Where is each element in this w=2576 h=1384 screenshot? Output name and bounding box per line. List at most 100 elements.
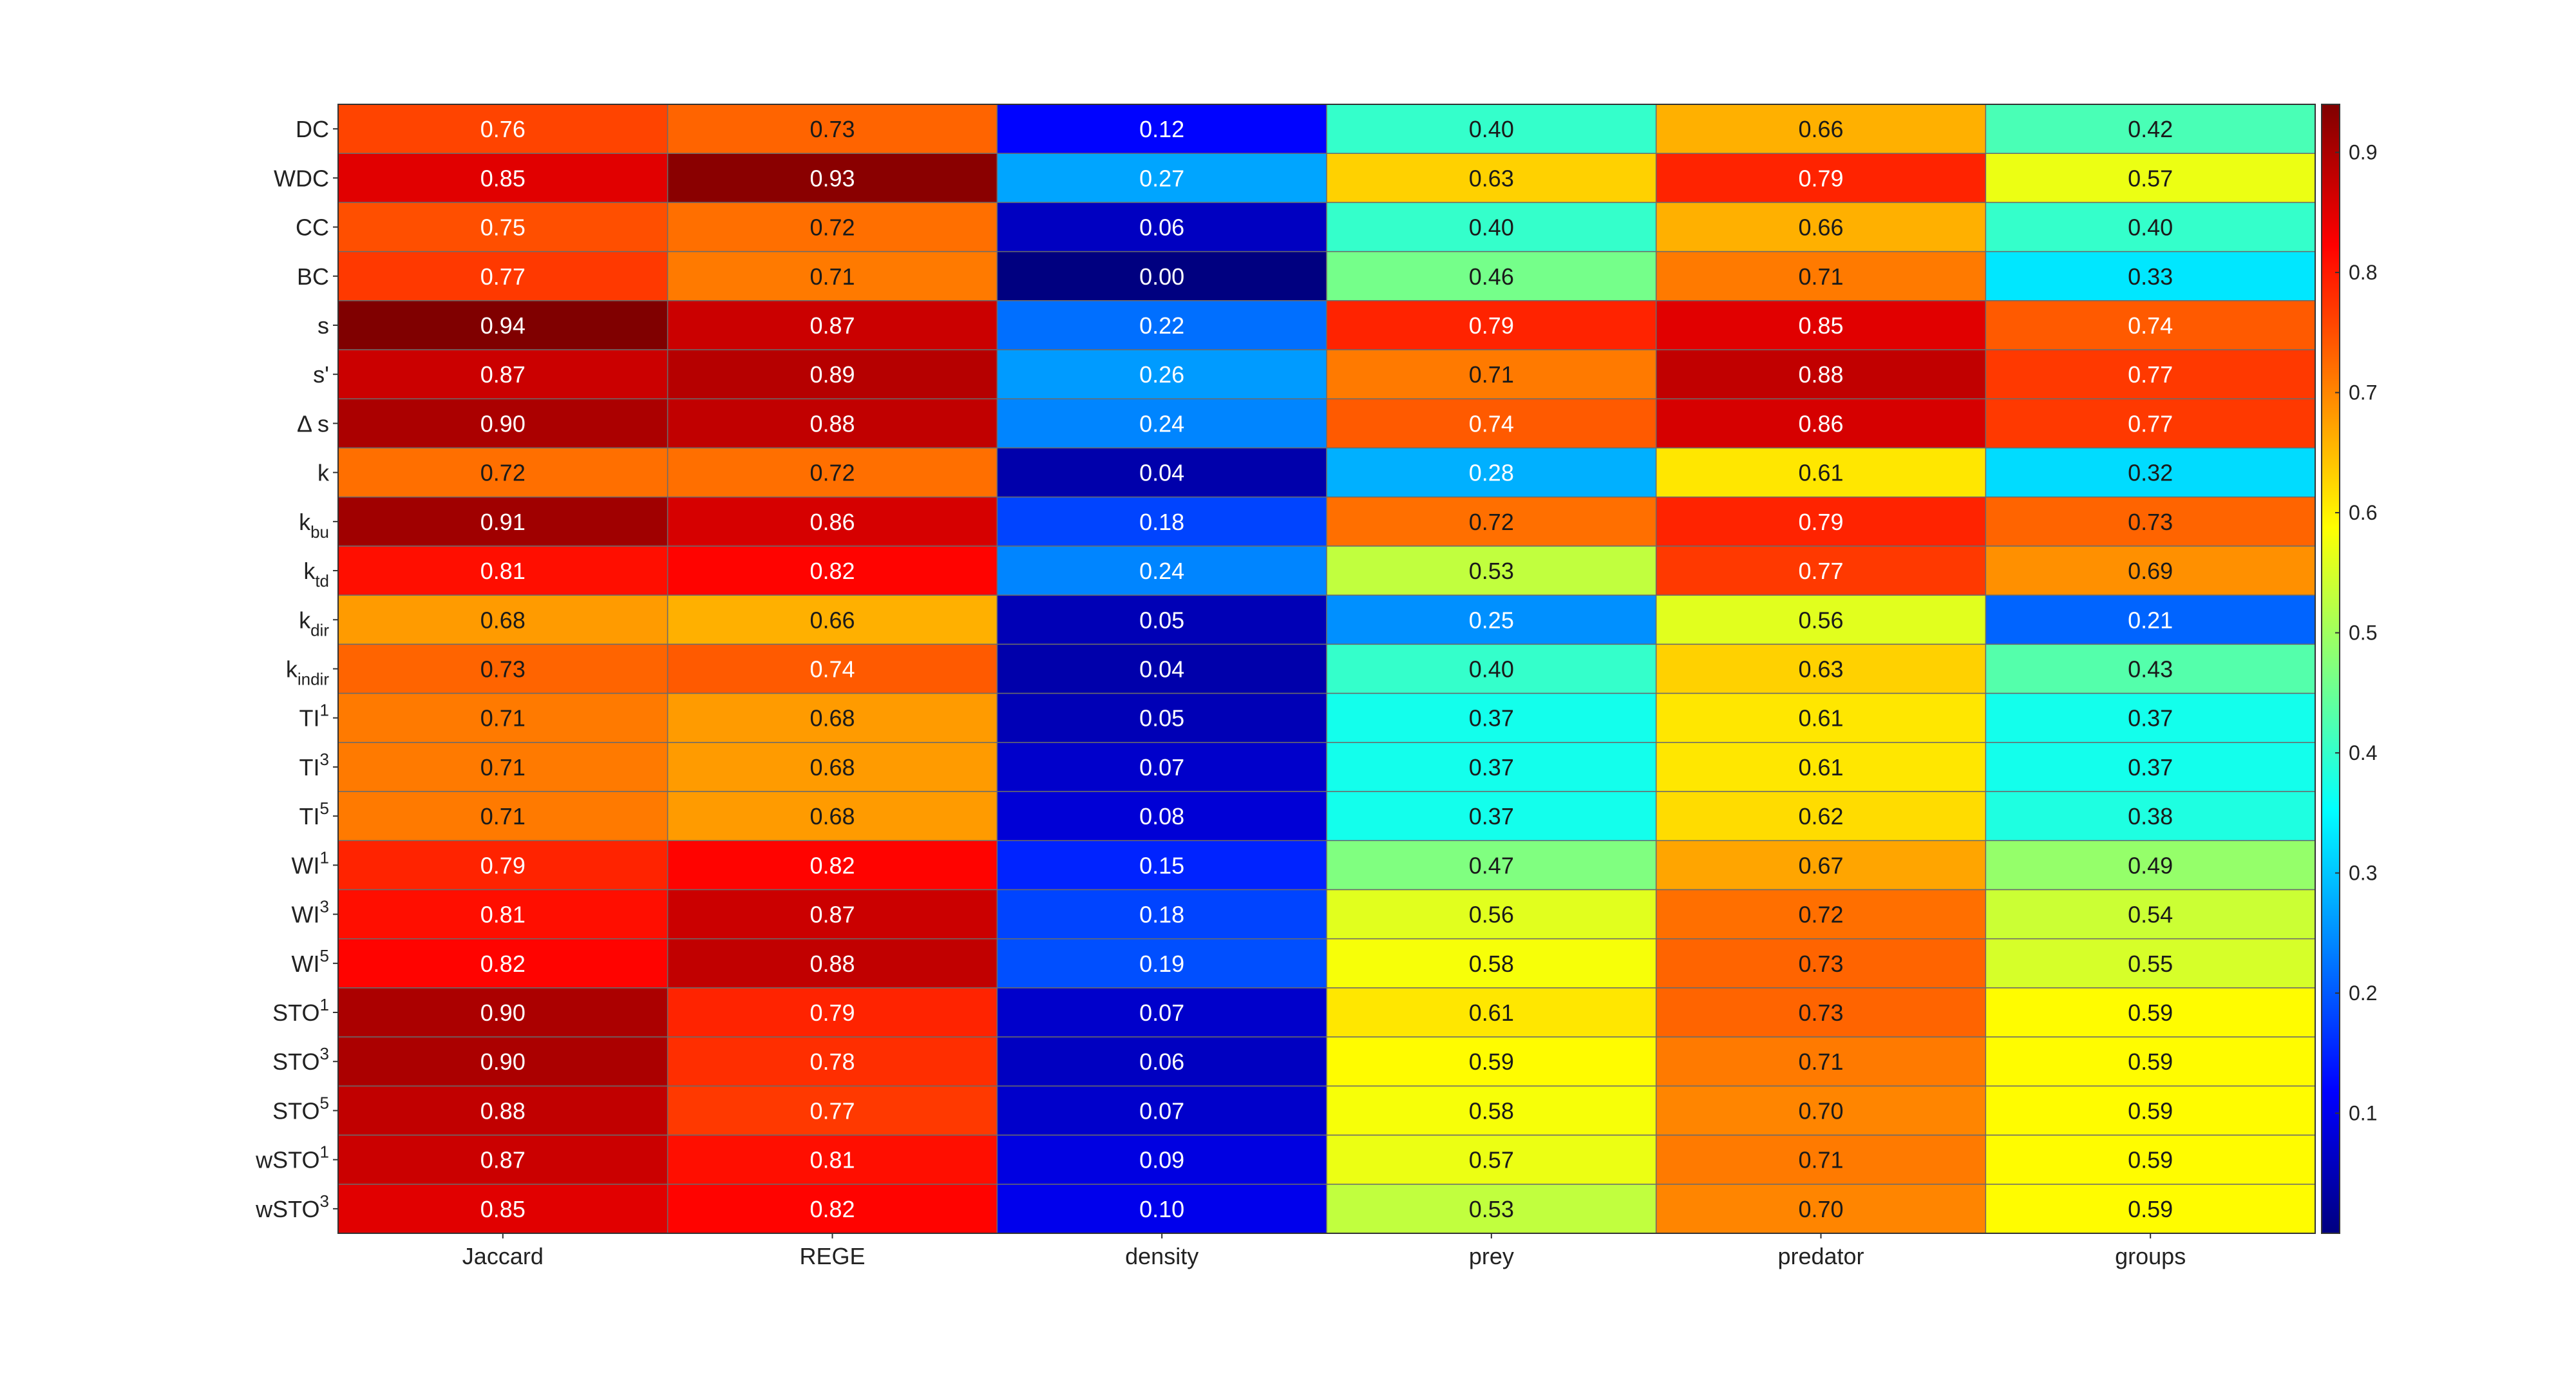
row-tick-label: s bbox=[317, 312, 329, 339]
row-tick-label: BC bbox=[297, 263, 329, 290]
cell-value-label: 0.76 bbox=[480, 116, 526, 142]
cell-value-label: 0.71 bbox=[1469, 361, 1514, 388]
heatmap-cell bbox=[337, 104, 668, 154]
heatmap-cell bbox=[337, 889, 668, 940]
cell-value-label: 0.66 bbox=[810, 607, 855, 633]
heatmap-cell bbox=[1326, 643, 1657, 694]
heatmap-cell bbox=[1655, 1036, 1987, 1087]
row-tick-label-base: STO bbox=[272, 1097, 319, 1124]
cell-value-label: 0.69 bbox=[2128, 558, 2173, 584]
cell-value-label: 0.78 bbox=[810, 1048, 855, 1075]
heatmap-cell bbox=[1326, 1036, 1657, 1087]
heatmap-cell bbox=[1985, 545, 2316, 596]
cell-value-label: 0.06 bbox=[1139, 1048, 1184, 1075]
heatmap-cell bbox=[996, 692, 1327, 743]
cell-value-label: 0.53 bbox=[1469, 558, 1514, 584]
row-tick-label: wSTO1 bbox=[255, 1142, 329, 1173]
cell-value-label: 0.08 bbox=[1139, 803, 1184, 829]
row-tick-label-base: TI bbox=[299, 754, 320, 781]
row-tick-label-superscript: 1 bbox=[320, 995, 329, 1014]
row-tick-label-superscript: 1 bbox=[320, 848, 329, 867]
cell-value-label: 0.56 bbox=[1469, 902, 1514, 928]
cell-value-label: 0.07 bbox=[1139, 1097, 1184, 1124]
cell-value-label: 0.88 bbox=[810, 951, 855, 977]
row-tick-label: WI1 bbox=[292, 848, 329, 878]
heatmap-cell bbox=[1655, 349, 1987, 400]
cell-value-label: 0.24 bbox=[1139, 558, 1184, 584]
heatmap-cell bbox=[1985, 594, 2316, 645]
heatmap-cell bbox=[996, 1085, 1327, 1136]
cell-value-label: 0.32 bbox=[2128, 460, 2173, 486]
cell-value-label: 0.42 bbox=[2128, 116, 2173, 142]
cell-value-label: 0.58 bbox=[1469, 1097, 1514, 1124]
heatmap-cell bbox=[996, 251, 1327, 301]
cell-value-label: 0.93 bbox=[810, 165, 855, 191]
cell-value-label: 0.74 bbox=[2128, 312, 2173, 339]
heatmap-cell bbox=[1655, 496, 1987, 547]
row-tick-label: s' bbox=[313, 361, 329, 388]
heatmap-cell bbox=[337, 300, 668, 350]
cell-value-label: 0.63 bbox=[1798, 656, 1843, 683]
cell-value-label: 0.27 bbox=[1139, 165, 1184, 191]
cell-value-label: 0.37 bbox=[2128, 754, 2173, 781]
cell-value-label: 0.70 bbox=[1798, 1097, 1843, 1124]
cell-value-label: 0.63 bbox=[1469, 165, 1514, 191]
heatmap-cell bbox=[1985, 496, 2316, 547]
cell-value-label: 0.90 bbox=[480, 1000, 526, 1026]
cell-value-label: 0.40 bbox=[1469, 214, 1514, 241]
heatmap-cell bbox=[996, 153, 1327, 204]
row-tick-label: DC bbox=[296, 116, 329, 142]
cell-value-label: 0.71 bbox=[1798, 1048, 1843, 1075]
row-tick-label-base: s' bbox=[313, 361, 329, 388]
cell-value-label: 0.56 bbox=[1798, 607, 1843, 633]
cell-value-label: 0.09 bbox=[1139, 1147, 1184, 1173]
row-tick-label: k bbox=[317, 460, 330, 486]
cell-value-label: 0.38 bbox=[2128, 803, 2173, 829]
cell-value-label: 0.82 bbox=[480, 951, 526, 977]
heatmap-cell bbox=[337, 1036, 668, 1087]
cell-value-label: 0.73 bbox=[810, 116, 855, 142]
cell-value-label: 0.66 bbox=[1798, 214, 1843, 241]
heatmap-cell bbox=[337, 643, 668, 694]
cell-value-label: 0.43 bbox=[2128, 656, 2173, 683]
row-tick-label-subscript: td bbox=[315, 571, 329, 591]
cell-value-label: 0.46 bbox=[1469, 263, 1514, 290]
cell-value-label: 0.88 bbox=[1798, 361, 1843, 388]
cell-value-label: 0.59 bbox=[2128, 1097, 2173, 1124]
cell-value-label: 0.04 bbox=[1139, 460, 1184, 486]
heatmap-cell bbox=[337, 447, 668, 498]
heatmap-cell bbox=[996, 1184, 1327, 1234]
cell-value-label: 0.77 bbox=[1798, 558, 1843, 584]
heatmap-cell bbox=[996, 643, 1327, 694]
heatmap-cell bbox=[1985, 742, 2316, 792]
cell-value-label: 0.74 bbox=[1469, 410, 1514, 437]
cell-value-label: 0.22 bbox=[1139, 312, 1184, 339]
cell-value-label: 0.21 bbox=[2128, 607, 2173, 633]
cell-value-label: 0.77 bbox=[2128, 410, 2173, 437]
heatmap-cell bbox=[667, 791, 998, 842]
heatmap-cell bbox=[1326, 840, 1657, 891]
cell-value-label: 0.68 bbox=[810, 705, 855, 732]
colorbar-tick-label: 0.4 bbox=[2349, 741, 2377, 764]
row-tick-label: TI5 bbox=[299, 799, 329, 829]
row-tick-label-superscript: 3 bbox=[320, 897, 329, 916]
heatmap-cell bbox=[1655, 742, 1987, 792]
row-tick-label-base: wSTO bbox=[255, 1196, 319, 1222]
heatmap-cell bbox=[1655, 398, 1987, 449]
cell-value-label: 0.70 bbox=[1798, 1196, 1843, 1222]
heatmap-cell bbox=[996, 300, 1327, 350]
column-tick-label: groups bbox=[2115, 1243, 2186, 1269]
heatmap-cell bbox=[1985, 938, 2316, 989]
heatmap-cell bbox=[1326, 938, 1657, 989]
cell-value-label: 0.94 bbox=[480, 312, 526, 339]
row-tick-label: kdir bbox=[299, 607, 329, 640]
cell-value-label: 0.25 bbox=[1469, 607, 1514, 633]
cell-value-label: 0.12 bbox=[1139, 116, 1184, 142]
heatmap-cell bbox=[1326, 202, 1657, 252]
cell-value-label: 0.81 bbox=[480, 902, 526, 928]
row-tick-label-base: k bbox=[303, 558, 316, 584]
heatmap-cell bbox=[1326, 153, 1657, 204]
cell-value-label: 0.66 bbox=[1798, 116, 1843, 142]
cell-value-label: 0.19 bbox=[1139, 951, 1184, 977]
colorbar-tick-label: 0.3 bbox=[2349, 862, 2377, 885]
